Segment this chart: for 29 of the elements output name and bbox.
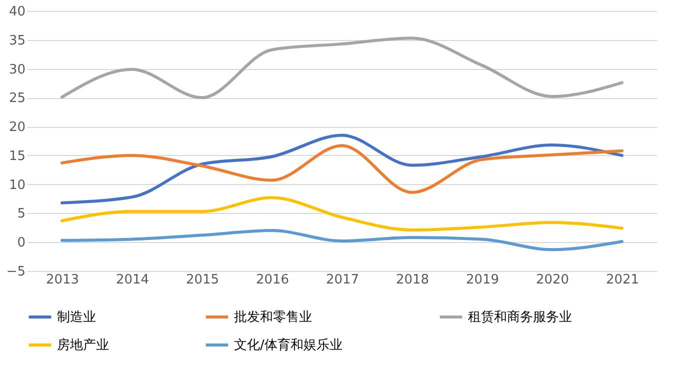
y-tick-label: 5 [17, 206, 26, 222]
x-tick-label: 2019 [466, 272, 500, 288]
line-series [60, 144, 624, 194]
y-tick-label: 40 [8, 4, 26, 20]
legend-label: 制造业 [57, 310, 96, 325]
y-tick-label: 30 [8, 62, 26, 78]
y-tick-label: −5 [6, 264, 26, 280]
legend-label: 房地产业 [57, 337, 109, 353]
line-series [60, 36, 624, 100]
line-series [60, 134, 624, 204]
y-tick-label: 0 [17, 236, 26, 251]
y-tick-label: 20 [8, 120, 26, 136]
x-tick-label: 2016 [256, 272, 290, 288]
y-tick-label: 15 [8, 148, 26, 164]
x-tick-label: 2021 [606, 272, 640, 288]
x-tick-label: 2015 [186, 272, 220, 288]
y-tick-label: 35 [8, 33, 26, 48]
x-tick-label: 2013 [46, 272, 80, 288]
y-tick-label: 10 [8, 178, 26, 193]
legend-label: 批发和零售业 [234, 310, 312, 325]
x-tick-label: 2020 [536, 272, 570, 288]
legend-label: 租赁和商务服务业 [468, 310, 572, 325]
y-tick-label: 25 [8, 91, 26, 106]
legend-label: 文化/体育和娱乐业 [234, 337, 342, 353]
x-tick-label: 2017 [326, 272, 360, 288]
line-series [60, 196, 624, 232]
x-tick-label: 2014 [116, 272, 150, 288]
x-tick-label: 2018 [396, 272, 430, 288]
line-series [60, 229, 624, 252]
